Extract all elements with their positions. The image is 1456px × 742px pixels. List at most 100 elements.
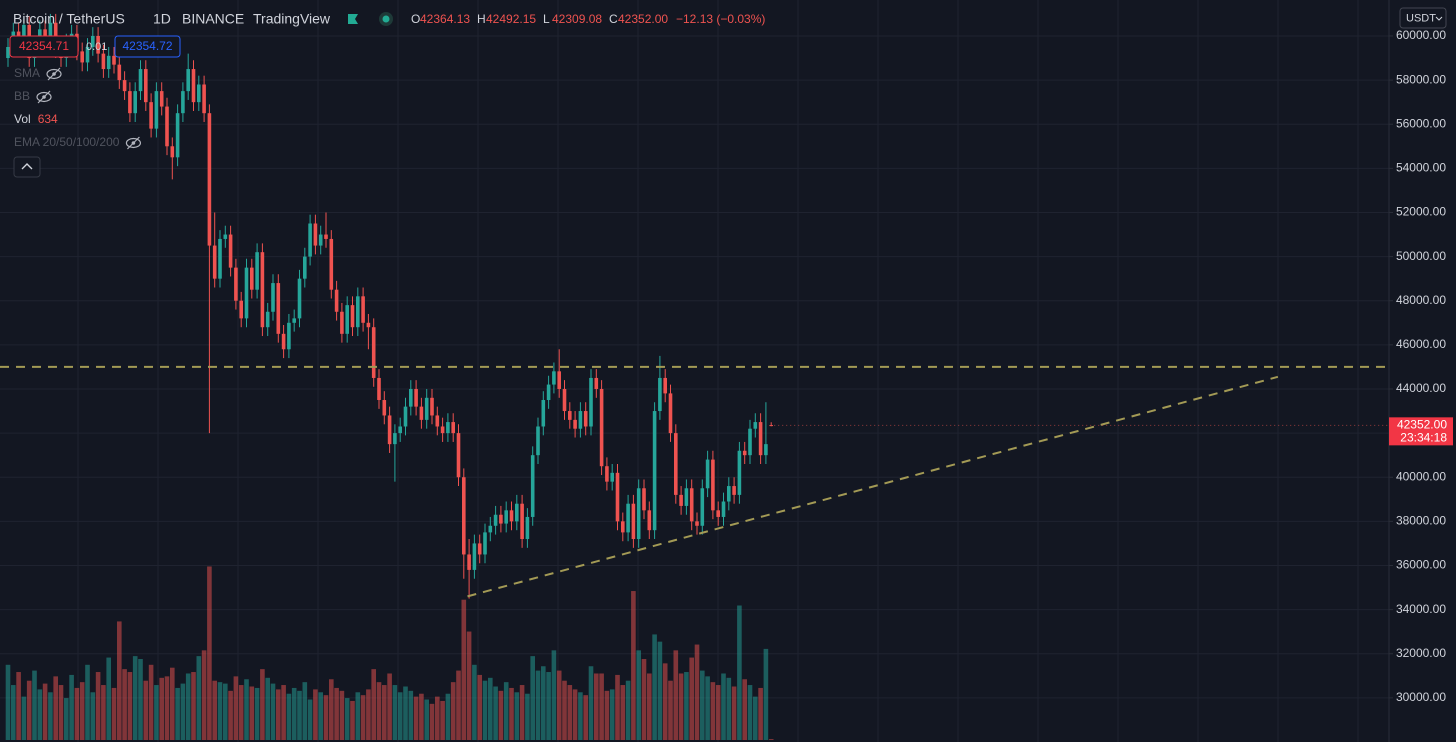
candle-body [557,371,561,389]
symbol[interactable]: Bitcoin / TetherUS [13,11,125,27]
volume-bar [291,687,297,740]
interval[interactable]: 1D [153,11,171,27]
volume-bar [286,693,292,740]
candle-body [117,64,122,81]
ohlc-value: 42364.13 [420,12,470,26]
candle-body [387,415,392,445]
ohlc-key: O [411,12,420,26]
candle-body [583,411,588,427]
candle-body [106,55,111,70]
ask-box[interactable] [114,35,181,58]
y-tick-label: 32000.00 [1396,646,1446,660]
candle-body [340,311,344,334]
candle-body [85,46,90,63]
candle-body [642,488,646,511]
volume-bar [424,699,429,740]
volume-bar [334,687,339,740]
y-tick-label: 34000.00 [1396,602,1446,616]
volume-bar [631,591,636,740]
volume-bar [567,685,573,740]
volume-bar [90,692,96,740]
candle-body [541,400,546,427]
volume-bar [350,700,355,740]
volume-bar [11,685,16,740]
y-tick-label: 48000.00 [1396,293,1446,307]
ohlc-legend: O 42364.13 H 42492.15 L 42309.08 C 42352.00 −12.… [411,12,765,26]
candle-body [271,283,275,312]
candle-body [308,223,312,257]
y-tick-label: 36000.00 [1396,558,1446,572]
volume-bar [445,693,451,740]
candle-body [472,543,477,570]
candle-body [689,488,694,522]
volume-bar [594,673,599,740]
bid-box[interactable] [9,35,79,58]
volume-bar [64,698,69,740]
candle-body [621,521,625,533]
volume-bar [625,680,631,740]
hidden-eye-strike [126,136,140,150]
volume-bar [466,631,472,740]
candle-body [716,510,720,517]
candle-body [599,388,604,467]
volume-bar [392,685,398,740]
flag-icon[interactable] [348,14,358,24]
volume-bar [244,679,249,740]
volume-bar [329,679,334,740]
volume-bar [281,685,286,740]
volume-bar [276,689,281,740]
volume-bar [371,669,376,740]
volume-bar [376,682,382,740]
trend-line [467,375,1279,598]
y-tick-label: 52000.00 [1396,205,1446,219]
candle-body [440,426,445,434]
candle-body [748,428,752,456]
candle-body [138,69,143,92]
candle-body [552,371,556,385]
volume-bar [541,666,546,740]
volume-bar [254,687,260,740]
candle-body [568,411,572,420]
volume-bar [132,656,138,740]
volume-bar [450,682,456,740]
candle-body [292,318,296,323]
indicator-name: EMA 20/50/100/200 [14,135,120,149]
countdown: 23:34:18 [1400,431,1447,445]
volume-bar [493,686,498,740]
volume-bar [583,695,588,740]
candle-body [122,80,127,92]
candle-body [753,422,758,429]
candle-body [356,296,360,328]
candle-body [462,477,466,555]
candle-body [509,510,514,522]
volume-bar [16,672,21,740]
volume-bar [117,621,122,740]
volume-bar [710,682,716,740]
candle-body [318,234,323,246]
candle-body [589,377,593,427]
currency-label[interactable]: USDT [1406,12,1436,24]
currency-button[interactable] [1399,7,1447,29]
volume-bar [79,682,85,740]
volume-bar [742,679,747,740]
bid-price[interactable]: 42354.71 [19,39,69,53]
candle-body [218,238,222,279]
volume-bar [525,693,530,740]
volume-bar [456,670,461,740]
volume-bar [551,650,557,740]
candle-body [366,322,371,328]
candle-body [414,388,418,407]
spread: 0.01 [86,41,107,53]
candle-body [260,252,265,328]
volume-bar [175,687,180,740]
candle-body [80,51,84,63]
volume-bar [609,689,615,740]
candles [6,13,773,599]
candle-body [578,411,583,429]
ohlc-change: −12.13 (−0.03%) [676,12,765,26]
candle-body [144,69,148,103]
candle-body [186,69,190,92]
volume-bar [233,676,239,740]
ask-price[interactable]: 42354.72 [122,39,172,53]
collapse-button[interactable] [13,156,41,178]
